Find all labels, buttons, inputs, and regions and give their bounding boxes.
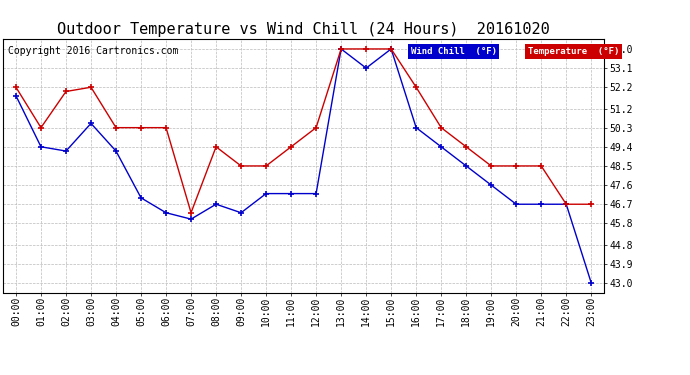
Text: Wind Chill  (°F): Wind Chill (°F) (411, 47, 497, 56)
Text: Copyright 2016 Cartronics.com: Copyright 2016 Cartronics.com (8, 46, 179, 56)
Title: Outdoor Temperature vs Wind Chill (24 Hours)  20161020: Outdoor Temperature vs Wind Chill (24 Ho… (57, 22, 550, 37)
Text: Temperature  (°F): Temperature (°F) (528, 47, 619, 56)
